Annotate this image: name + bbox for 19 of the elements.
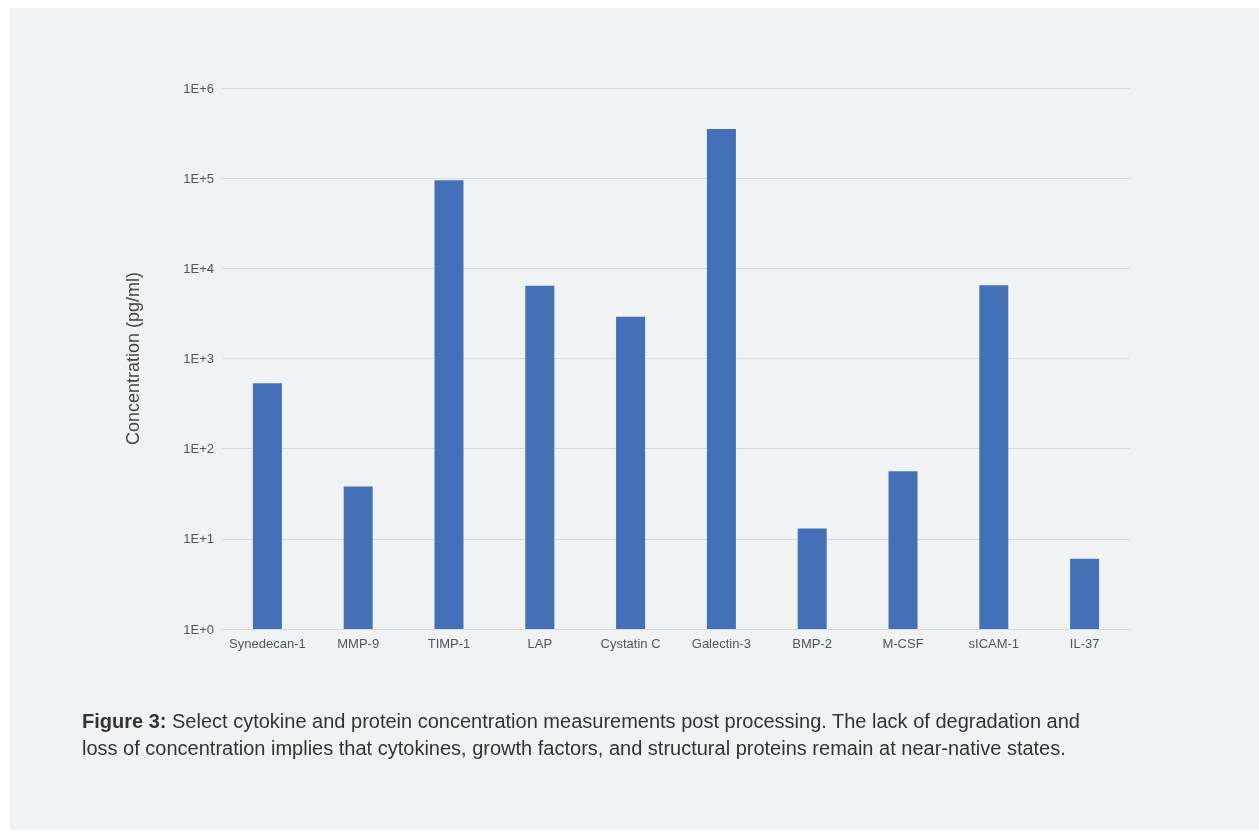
y-tick-label: 1E+5 <box>183 170 214 186</box>
y-tick-label: 1E+1 <box>183 531 214 547</box>
x-tick-label: Cystatin C <box>600 636 661 651</box>
x-tick-label: Galectin-3 <box>691 636 752 651</box>
x-tick-label: TIMP-1 <box>427 636 471 651</box>
x-tick-label: IL-37 <box>1069 636 1100 651</box>
x-tick-label: M-CSF <box>882 636 924 651</box>
x-tick-label: sICAM-1 <box>968 636 1020 651</box>
caption: Figure 3: Select cytokine and protein concentration measurements post processing. The lack of degradation and loss of concentration implies that cytokines, growth factors, and structural proteins remain at near-native states. <box>82 709 1081 761</box>
y-tick-label: 1E+6 <box>183 80 214 96</box>
x-tick-label: BMP-2 <box>792 636 833 651</box>
y-tick-label: 1E+3 <box>183 351 214 366</box>
y-tick-label: 1E+0 <box>183 621 214 637</box>
y-tick-label: 1E+2 <box>183 441 214 457</box>
y-tick-label: 1E+4 <box>183 260 214 276</box>
y-axis-title: Concentration (pg/ml) <box>123 271 143 446</box>
x-tick-label: Synedecan-1 <box>229 636 306 651</box>
x-tick-label: MMP-9 <box>337 636 380 651</box>
x-tick-label: LAP <box>527 636 553 651</box>
